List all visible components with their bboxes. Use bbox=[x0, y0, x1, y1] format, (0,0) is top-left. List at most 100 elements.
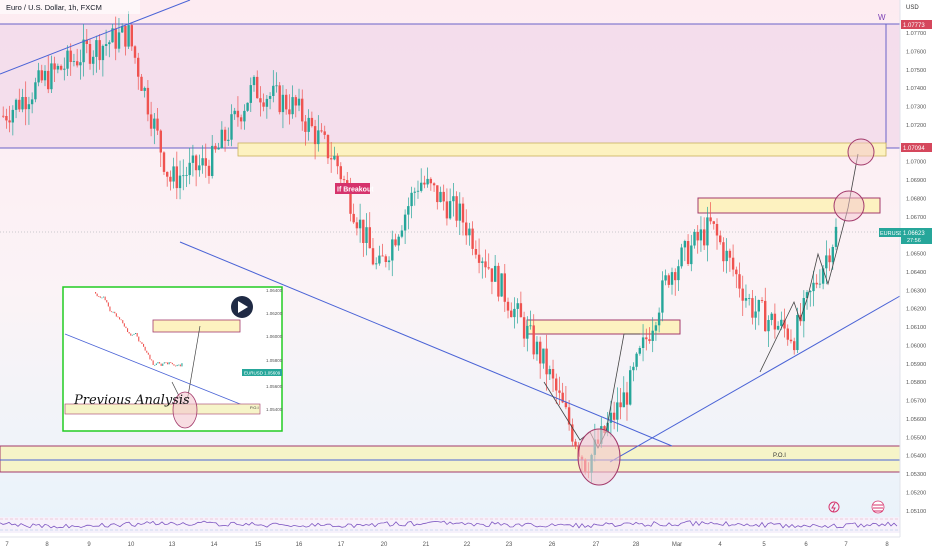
inset-candle bbox=[120, 319, 122, 321]
zone-poi bbox=[0, 445, 901, 473]
candle-body bbox=[712, 221, 715, 224]
candle-body bbox=[442, 191, 445, 202]
time-tick-label: 13 bbox=[169, 542, 176, 548]
trendline-ascending bbox=[609, 295, 901, 463]
candle-body bbox=[114, 28, 117, 49]
candle-body bbox=[214, 145, 217, 150]
candle-body bbox=[233, 110, 236, 115]
candle-body bbox=[133, 46, 137, 58]
inset-candle bbox=[95, 292, 97, 294]
candle-body bbox=[423, 182, 426, 185]
inset-tick-5: 1.05400 bbox=[266, 407, 283, 412]
candle-body bbox=[828, 255, 831, 263]
inset-candle bbox=[141, 342, 143, 344]
candle-body bbox=[403, 214, 407, 231]
candle-body bbox=[699, 229, 703, 241]
candle-body bbox=[497, 265, 500, 297]
inset-tick-4: 1.05600 bbox=[266, 384, 283, 389]
indicator-line bbox=[0, 520, 898, 529]
candle-body bbox=[448, 201, 452, 219]
candle-body bbox=[760, 300, 764, 301]
candle-body bbox=[30, 99, 34, 105]
price-tick-label: 1.07500 bbox=[906, 68, 926, 74]
candle-body bbox=[561, 392, 564, 403]
candle-body bbox=[770, 313, 773, 320]
candle-body bbox=[632, 366, 635, 371]
time-tick-label: 6 bbox=[804, 542, 808, 548]
candle-body bbox=[809, 291, 812, 293]
inset-candle bbox=[125, 326, 127, 329]
candle-body bbox=[217, 148, 220, 150]
candle-body bbox=[793, 341, 796, 351]
candle-body bbox=[426, 178, 429, 185]
candle-body bbox=[82, 39, 85, 63]
inset-badge-price: 1.05609 bbox=[264, 371, 281, 376]
time-tick-label: 8 bbox=[885, 542, 889, 548]
inset-candle bbox=[96, 293, 98, 297]
candle-body bbox=[461, 203, 465, 223]
candle-body bbox=[227, 139, 230, 141]
inset-candle bbox=[165, 362, 167, 364]
candle-body bbox=[43, 70, 47, 81]
time-tick-label: 27 bbox=[593, 542, 600, 548]
candle-body bbox=[246, 102, 249, 111]
candle-body bbox=[709, 217, 712, 222]
poi-label: P.O.I bbox=[773, 453, 786, 459]
candle-body bbox=[265, 98, 269, 107]
inset-candle bbox=[178, 364, 180, 366]
inset-candle bbox=[138, 336, 140, 342]
candle-body bbox=[751, 298, 754, 318]
inset-candle bbox=[133, 333, 135, 335]
candle-body bbox=[545, 348, 548, 375]
candle-body bbox=[188, 162, 191, 176]
time-tick-label: 16 bbox=[296, 542, 303, 548]
candle-body bbox=[510, 310, 513, 318]
zone-resistance bbox=[237, 142, 887, 157]
candle-body bbox=[474, 249, 478, 255]
candle-body bbox=[391, 239, 394, 261]
price-axis[interactable] bbox=[900, 0, 932, 537]
price-tick-label: 1.05800 bbox=[906, 380, 926, 386]
us-flag-icon[interactable] bbox=[871, 500, 885, 514]
inset-candle bbox=[179, 364, 181, 367]
inset-candle bbox=[162, 363, 164, 366]
candle-body bbox=[680, 247, 683, 267]
candle-body bbox=[612, 412, 616, 420]
price-tick-label: 1.05700 bbox=[906, 399, 926, 405]
candle-body bbox=[336, 155, 339, 167]
candle-body bbox=[355, 222, 359, 229]
candle-body bbox=[539, 341, 542, 364]
candle-body bbox=[786, 328, 789, 340]
time-tick-label: 8 bbox=[45, 542, 49, 548]
candle-body bbox=[268, 96, 272, 99]
candle-body bbox=[40, 70, 43, 81]
candle-body bbox=[149, 114, 153, 129]
candle-body bbox=[825, 255, 828, 269]
time-axis[interactable] bbox=[0, 537, 932, 550]
trendline-descending bbox=[179, 241, 673, 447]
candle-body bbox=[773, 313, 777, 330]
inset-candle bbox=[155, 363, 157, 365]
candle-body bbox=[358, 219, 362, 229]
candle-body bbox=[735, 269, 738, 275]
candle-body bbox=[686, 241, 690, 264]
candle-body bbox=[494, 265, 497, 282]
candle-body bbox=[574, 441, 577, 447]
previous-analysis-inset[interactable]: Previous Analysis P.O.I EURUSD 1.05609 1… bbox=[62, 286, 283, 432]
current-price-timer: 27:56 bbox=[907, 238, 921, 244]
price-tick-label: 1.06200 bbox=[906, 307, 926, 313]
inset-candle bbox=[109, 306, 111, 312]
candle-body bbox=[72, 61, 76, 62]
candle-body bbox=[741, 288, 744, 301]
inset-price-badge bbox=[242, 369, 282, 376]
upper-level-badge-value: 1.07773 bbox=[903, 23, 925, 29]
inset-candle bbox=[152, 360, 154, 365]
candle-body bbox=[715, 224, 719, 236]
time-tick-label: 21 bbox=[423, 542, 430, 548]
lightning-icon[interactable] bbox=[828, 501, 840, 513]
breakout-label-bg bbox=[335, 183, 370, 194]
candle-body bbox=[452, 196, 455, 202]
candle-body bbox=[728, 250, 732, 258]
candle-body bbox=[481, 261, 484, 263]
